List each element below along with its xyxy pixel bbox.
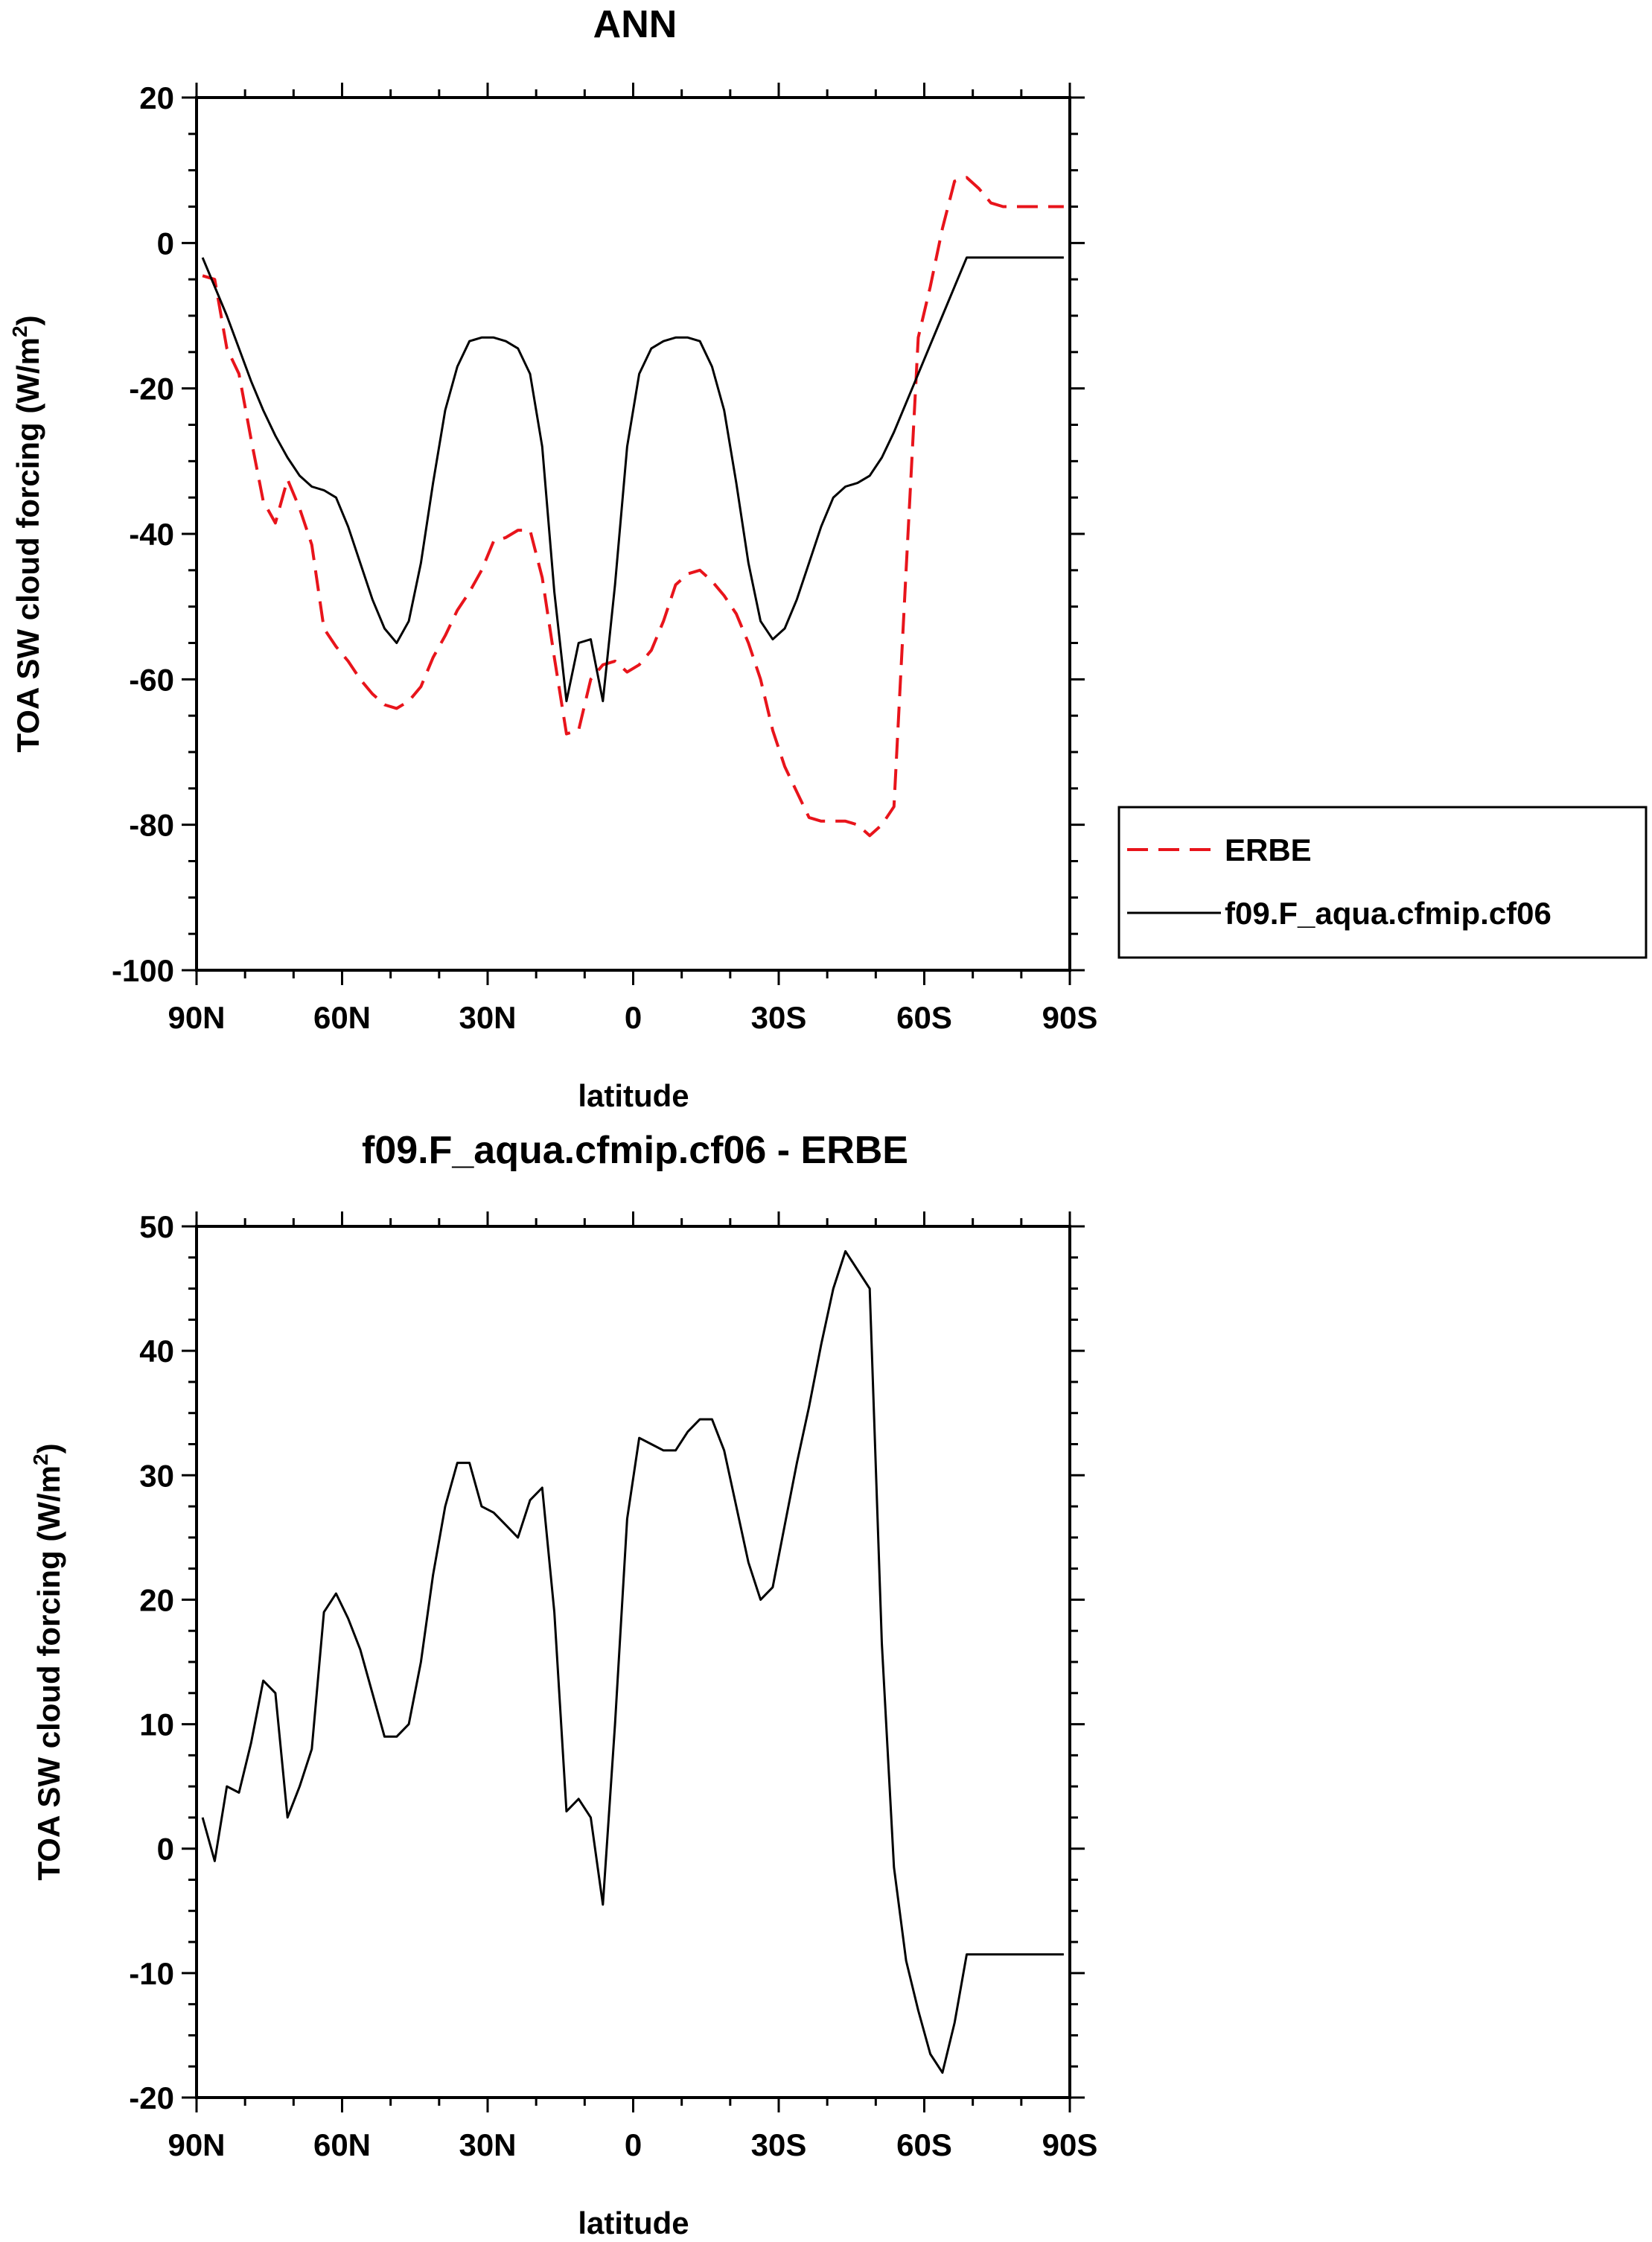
bottom-x-tick-label: 30N — [459, 2127, 516, 2162]
top-y-tick-label: 0 — [157, 226, 174, 261]
top-y-axis-label: TOA SW cloud forcing (W/m2) — [8, 315, 45, 752]
bottom-y-tick-label: 10 — [139, 1707, 174, 1742]
top-y-tick-label: -20 — [129, 372, 174, 407]
bottom-plot-frame — [195, 1225, 1071, 2099]
panel-bottom: f09.F_aqua.cfmip.cf06 - ERBE 50403020100… — [29, 1129, 1097, 2241]
legend-box — [1117, 806, 1648, 959]
top-series-line-f09-f-aqua-cfmip-cf06 — [201, 256, 1064, 703]
legend-label-erbe: ERBE — [1225, 832, 1312, 867]
legend-label-model: f09.F_aqua.cfmip.cf06 — [1225, 896, 1551, 931]
top-y-axis-label-close: ) — [10, 315, 45, 325]
top-x-tick-labels: 90N 60N 30N 0 30S 60S 90S — [168, 1000, 1097, 1035]
top-y-tick-label: -100 — [112, 953, 174, 988]
bottom-series-line-difference — [201, 1249, 1064, 2074]
top-x-tick-label: 0 — [625, 1000, 642, 1035]
bottom-y-tick-label: 30 — [139, 1458, 174, 1493]
top-x-tick-label: 30S — [751, 1000, 807, 1035]
top-chart-title: ANN — [593, 3, 677, 46]
bottom-y-axis-label-close: ) — [31, 1443, 66, 1453]
bottom-y-tick-label: 20 — [139, 1582, 174, 1617]
bottom-y-axis-label-main: TOA SW cloud forcing (W/m — [31, 1465, 66, 1881]
top-y-axis-label-main: TOA SW cloud forcing (W/m — [10, 337, 45, 753]
bottom-x-tick-label: 60S — [896, 2127, 952, 2162]
bottom-x-tick-label: 60N — [313, 2127, 371, 2162]
top-plot-frame — [195, 96, 1071, 972]
bottom-x-tick-labels: 90N 60N 30N 0 30S 60S 90S — [168, 2127, 1097, 2162]
bottom-x-tick-label: 0 — [625, 2127, 642, 2162]
bottom-y-tick-label: -20 — [129, 2080, 174, 2115]
legend: ERBE f09.F_aqua.cfmip.cf06 — [1117, 806, 1648, 959]
bottom-x-tick-label: 90S — [1042, 2127, 1098, 2162]
top-series-line-erbe — [202, 176, 1064, 838]
top-series-lines — [201, 176, 1064, 838]
top-x-tick-label: 90S — [1042, 1000, 1098, 1035]
top-y-tick-label: -40 — [129, 517, 174, 552]
bottom-x-tick-label: 90N — [168, 2127, 225, 2162]
bottom-y-tick-label: 50 — [139, 1209, 174, 1244]
top-x-tick-label: 30N — [459, 1000, 516, 1035]
top-y-axis-label-sup: 2 — [8, 325, 31, 337]
bottom-y-axis-label-sup: 2 — [29, 1453, 52, 1465]
panel-top: ANN 20 0 -20 -40 -60 -80 -100 90N 60N 30N 0 30S 60S… — [8, 3, 1648, 1113]
top-x-axis-label: latitude — [578, 1078, 689, 1113]
top-y-tick-label: -60 — [129, 662, 174, 697]
top-x-tick-label: 60S — [896, 1000, 952, 1035]
top-y-tick-label: -80 — [129, 808, 174, 843]
top-y-tick-labels: 20 0 -20 -40 -60 -80 -100 — [112, 80, 174, 988]
bottom-y-tick-label: 40 — [139, 1334, 174, 1369]
bottom-x-axis-label: latitude — [578, 2206, 689, 2241]
bottom-series-lines — [201, 1249, 1064, 2074]
bottom-y-tick-label: 0 — [157, 1832, 174, 1867]
top-y-tick-label: 20 — [139, 80, 174, 115]
bottom-x-tick-label: 30S — [751, 2127, 807, 2162]
bottom-y-tick-labels: 50 40 30 20 10 0 -10 -20 — [129, 1209, 174, 2115]
bottom-y-axis-label: TOA SW cloud forcing (W/m2) — [29, 1443, 66, 1880]
bottom-y-tick-label: -10 — [129, 1956, 174, 1991]
top-x-tick-label: 90N — [168, 1000, 225, 1035]
bottom-chart-title: f09.F_aqua.cfmip.cf06 - ERBE — [362, 1129, 908, 1172]
top-x-tick-label: 60N — [313, 1000, 371, 1035]
